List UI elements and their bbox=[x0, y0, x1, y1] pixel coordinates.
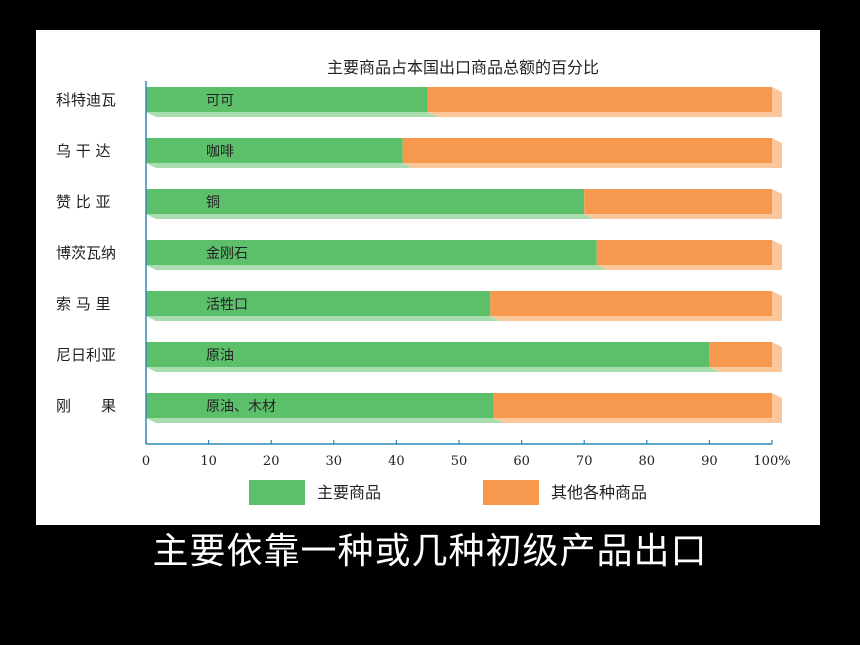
bar-side bbox=[772, 342, 782, 372]
bar-main-goods bbox=[146, 189, 585, 214]
bar-side bbox=[772, 291, 782, 321]
x-tick-label: 20 bbox=[263, 454, 280, 469]
slide-caption: 主要依靠一种或几种初级产品出口 bbox=[152, 531, 708, 572]
x-tick-label: 90 bbox=[701, 454, 718, 469]
legend-swatch-main bbox=[249, 480, 305, 505]
bar-label: 原油 bbox=[206, 348, 234, 364]
x-tick-label: 80 bbox=[639, 454, 656, 469]
legend-label-main: 主要商品 bbox=[317, 483, 381, 502]
legend-label-other: 其他各种商品 bbox=[551, 483, 647, 502]
bar-shadow-other bbox=[490, 316, 782, 321]
bar-main-goods bbox=[146, 393, 494, 418]
bar-label: 金刚石 bbox=[206, 246, 248, 262]
bar-shadow-main bbox=[146, 367, 720, 372]
bar-other-goods bbox=[596, 240, 772, 265]
bar-side bbox=[772, 240, 782, 270]
country-label: 科特迪瓦 bbox=[56, 91, 116, 109]
bar-shadow-main bbox=[146, 418, 504, 423]
chart-title: 主要商品占本国出口商品总额的百分比 bbox=[327, 58, 599, 77]
country-label: 赞 比 亚 bbox=[56, 193, 111, 211]
bar-other-goods bbox=[709, 342, 772, 367]
country-label: 索 马 里 bbox=[56, 295, 111, 313]
bar-label: 原油、木材 bbox=[206, 399, 276, 415]
bar-shadow-other bbox=[427, 112, 782, 117]
bar-side bbox=[772, 138, 782, 168]
legend-swatch-other bbox=[483, 480, 539, 505]
country-label: 刚 果 bbox=[56, 397, 116, 415]
x-tick-label: 100% bbox=[753, 454, 790, 469]
bar-main-goods bbox=[146, 342, 710, 367]
country-label: 博茨瓦纳 bbox=[56, 244, 116, 262]
bar-shadow-main bbox=[146, 316, 501, 321]
bar-other-goods bbox=[584, 189, 772, 214]
bar-other-goods bbox=[493, 393, 772, 418]
bar-main-goods bbox=[146, 138, 403, 163]
bar-shadow-other bbox=[493, 418, 782, 423]
bar-main-goods bbox=[146, 87, 428, 112]
x-tick-label: 50 bbox=[451, 454, 468, 469]
country-label: 尼日利亚 bbox=[56, 346, 116, 364]
bar-other-goods bbox=[490, 291, 772, 316]
bar-shadow-main bbox=[146, 265, 607, 270]
x-tick-label: 40 bbox=[388, 454, 405, 469]
bar-side bbox=[772, 393, 782, 423]
bar-other-goods bbox=[427, 87, 772, 112]
bar-label: 咖啡 bbox=[206, 144, 234, 160]
bar-side bbox=[772, 87, 782, 117]
bar-other-goods bbox=[402, 138, 772, 163]
x-tick-label: 60 bbox=[513, 454, 530, 469]
bar-shadow-main bbox=[146, 112, 438, 117]
bar-side bbox=[772, 189, 782, 219]
bar-label: 可可 bbox=[206, 93, 234, 109]
bar-label: 活牲口 bbox=[206, 297, 248, 313]
bar-shadow-other bbox=[584, 214, 782, 219]
x-tick-label: 30 bbox=[326, 454, 343, 469]
bar-shadow-other bbox=[709, 367, 782, 372]
country-label: 乌 干 达 bbox=[56, 142, 111, 160]
bar-main-goods bbox=[146, 291, 491, 316]
x-tick-label: 0 bbox=[142, 454, 150, 469]
chart-panel: 主要商品占本国出口商品总额的百分比可可 科特迪瓦咖啡 乌 干 达铜 赞 比 亚金刚石 博… bbox=[36, 30, 820, 525]
bar-label: 铜 bbox=[206, 195, 220, 211]
x-tick-label: 10 bbox=[200, 454, 217, 469]
bar-shadow-other bbox=[402, 163, 782, 168]
bar-shadow-main bbox=[146, 163, 413, 168]
bar-shadow-other bbox=[596, 265, 782, 270]
bar-main-goods bbox=[146, 240, 597, 265]
x-tick-label: 70 bbox=[576, 454, 593, 469]
bar-shadow-main bbox=[146, 214, 595, 219]
